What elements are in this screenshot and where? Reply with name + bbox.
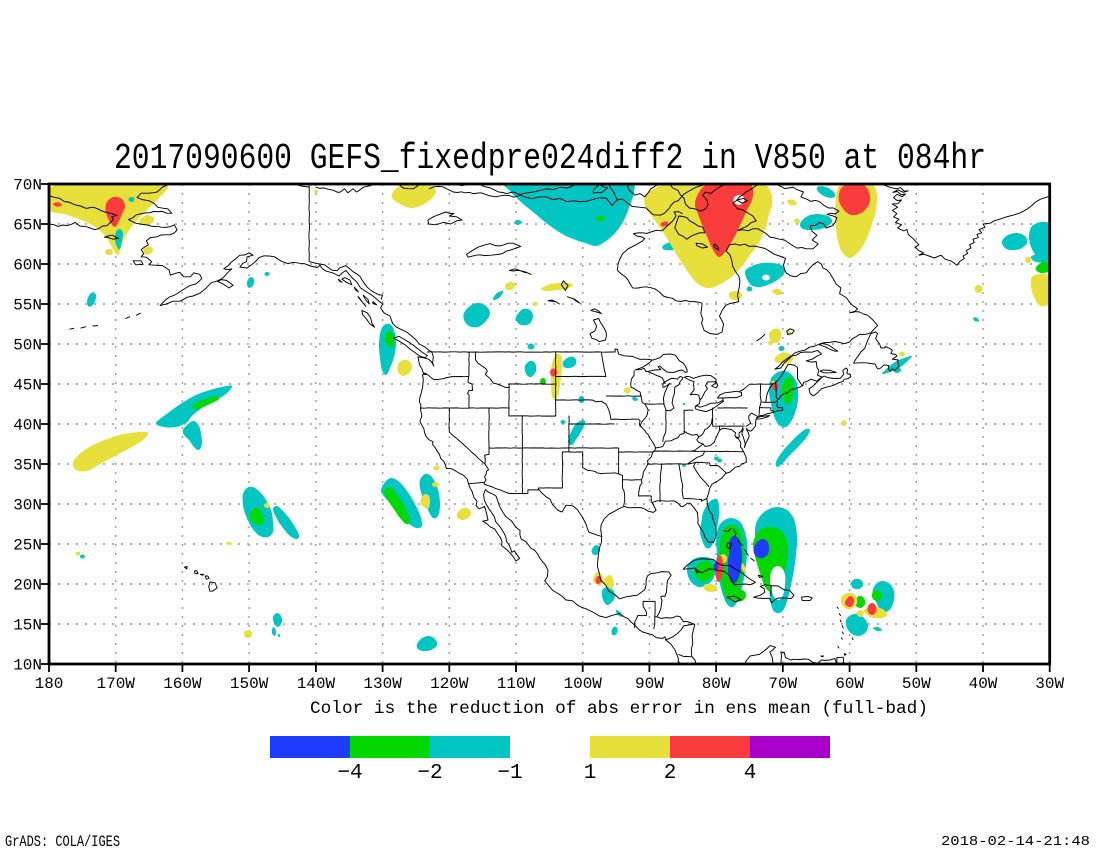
svg-text:50W: 50W (902, 675, 931, 693)
svg-text:10N: 10N (13, 657, 42, 675)
svg-text:2018-02-14-21:48: 2018-02-14-21:48 (941, 835, 1090, 850)
svg-text:140W: 140W (297, 675, 336, 693)
svg-text:25N: 25N (13, 537, 42, 555)
svg-text:50N: 50N (13, 337, 42, 355)
svg-text:55N: 55N (13, 297, 42, 315)
svg-text:30W: 30W (1035, 675, 1064, 693)
svg-text:65N: 65N (13, 217, 42, 235)
svg-text:160W: 160W (163, 675, 202, 693)
svg-text:40N: 40N (13, 417, 42, 435)
svg-text:45N: 45N (13, 377, 42, 395)
svg-text:35N: 35N (13, 457, 42, 475)
svg-text:15N: 15N (13, 617, 42, 635)
svg-text:40W: 40W (969, 675, 998, 693)
svg-text:GrADS: COLA/IGES: GrADS: COLA/IGES (5, 833, 120, 850)
svg-text:80W: 80W (702, 675, 731, 693)
svg-text:150W: 150W (230, 675, 269, 693)
svg-text:70W: 70W (768, 675, 797, 693)
svg-text:30N: 30N (13, 497, 42, 515)
svg-text:−4: −4 (337, 762, 362, 785)
svg-text:110W: 110W (497, 675, 536, 693)
svg-text:170W: 170W (96, 675, 135, 693)
svg-text:2: 2 (664, 762, 677, 785)
svg-text:20N: 20N (13, 577, 42, 595)
svg-text:60W: 60W (835, 675, 864, 693)
svg-text:120W: 120W (430, 675, 469, 693)
svg-text:180: 180 (35, 675, 64, 693)
svg-text:60N: 60N (13, 257, 42, 275)
svg-text:130W: 130W (363, 675, 402, 693)
svg-text:4: 4 (744, 762, 757, 785)
svg-text:−2: −2 (417, 762, 442, 785)
svg-text:90W: 90W (635, 675, 664, 693)
svg-text:1: 1 (584, 762, 597, 785)
svg-text:70N: 70N (13, 177, 42, 195)
svg-text:Color is the reduction of abs: Color is the reduction of abs error in e… (310, 699, 928, 719)
svg-text:−1: −1 (497, 762, 522, 785)
svg-text:100W: 100W (563, 675, 602, 693)
svg-text:2017090600 GEFS_fixedpre024dif: 2017090600 GEFS_fixedpre024diff2 in V850… (114, 138, 986, 179)
